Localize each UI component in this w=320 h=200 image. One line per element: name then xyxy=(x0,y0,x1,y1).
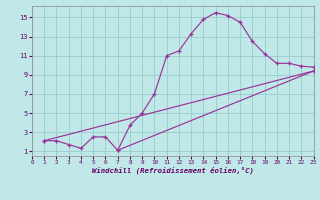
X-axis label: Windchill (Refroidissement éolien,°C): Windchill (Refroidissement éolien,°C) xyxy=(92,167,254,174)
